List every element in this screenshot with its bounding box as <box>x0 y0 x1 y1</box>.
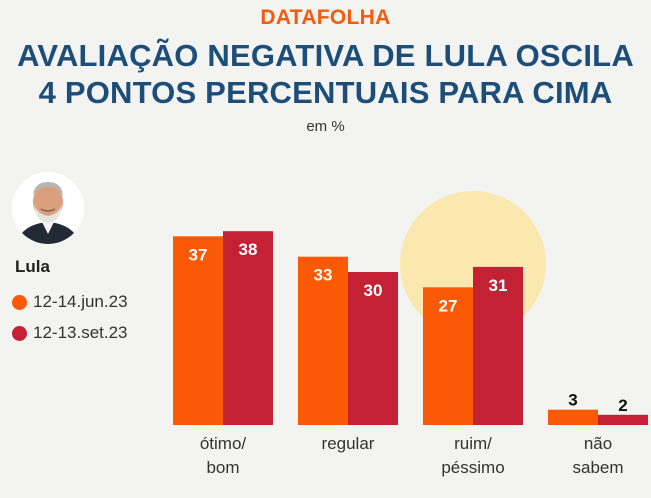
bar-jun-3 <box>548 409 598 425</box>
data-label-set-3: 2 <box>618 396 627 415</box>
legend-swatch-jun <box>12 294 27 310</box>
data-label-jun-3: 3 <box>568 391 577 410</box>
category-label-0: ótimo/bom <box>200 434 247 477</box>
data-label-jun-1: 33 <box>314 266 333 285</box>
legend-swatch-set <box>12 325 27 341</box>
person-avatar <box>12 172 84 244</box>
legend-item-set: 12-13.set.23 <box>12 323 128 343</box>
bar-set-2 <box>473 266 523 425</box>
bar-jun-2 <box>423 287 473 425</box>
chart-subtitle: em % <box>306 118 345 135</box>
bar-jun-1 <box>298 256 348 425</box>
data-label-set-0: 38 <box>239 240 258 259</box>
legend-label-set: 12-13.set.23 <box>33 323 128 342</box>
data-label-jun-0: 37 <box>189 245 208 264</box>
bar-jun-0 <box>173 236 223 425</box>
brand-label: DATAFOLHA <box>260 6 391 29</box>
legend-label-jun: 12-14.jun.23 <box>33 292 128 311</box>
data-label-jun-2: 27 <box>439 296 458 315</box>
category-label-2: ruim/péssimo <box>441 434 504 477</box>
bar-set-3 <box>598 414 648 425</box>
bar-set-0 <box>223 231 273 425</box>
person-name: Lula <box>15 257 50 276</box>
data-label-set-1: 30 <box>364 281 383 300</box>
bar-set-1 <box>348 272 398 425</box>
legend-item-jun: 12-14.jun.23 <box>12 292 128 312</box>
data-label-set-2: 31 <box>489 276 508 295</box>
chart-title: AVALIAÇÃO NEGATIVA DE LULA OSCILA 4 PONT… <box>17 38 634 110</box>
portrait-illustration <box>12 172 84 244</box>
category-label-1: regular <box>322 434 375 453</box>
category-label-3: não sabem <box>572 434 623 477</box>
